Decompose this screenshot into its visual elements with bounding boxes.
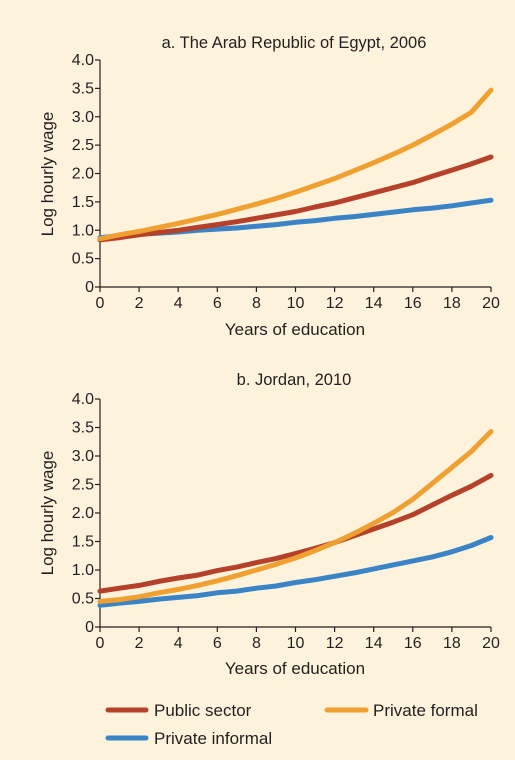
x-tick-label: 18 — [443, 295, 461, 312]
legend-label-private-formal: Private formal — [373, 701, 478, 720]
y-tick-label: 0.5 — [72, 251, 94, 268]
panel-egypt: a. The Arab Republic of Egypt, 2006 Log … — [38, 34, 500, 339]
panel-title: b. Jordan, 2010 — [237, 371, 352, 389]
panel-jordan: b. Jordan, 2010 Log hourly wage Years of… — [38, 371, 500, 678]
x-tick-label: 4 — [174, 295, 183, 312]
panel-title: a. The Arab Republic of Egypt, 2006 — [162, 34, 427, 52]
y-tick-label: 3.0 — [72, 109, 94, 126]
x-tick-label: 6 — [213, 635, 222, 652]
x-axis-title: Years of education — [225, 320, 365, 339]
y-tick-label: 1.5 — [72, 194, 94, 211]
series-line-public-sector — [97, 154, 494, 243]
y-axis-title: Log hourly wage — [38, 112, 57, 237]
x-tick-label: 0 — [96, 295, 105, 312]
x-tick-label: 12 — [326, 635, 344, 652]
x-tick-label: 0 — [96, 635, 105, 652]
y-tick-label: 0 — [85, 279, 94, 296]
x-tick-label: 2 — [135, 295, 144, 312]
y-tick-label: 2.0 — [72, 166, 94, 183]
plot-area: 0 0.5 1.0 1.5 2.0 2.5 3.0 3.5 4.0 0 2 4 6 8 10 12 14 16 18… — [72, 52, 500, 312]
x-tick-label: 20 — [482, 635, 500, 652]
y-tick-label: 0 — [85, 619, 94, 636]
x-tick-label: 14 — [365, 295, 383, 312]
x-tick-label: 10 — [287, 635, 305, 652]
x-tick-label: 18 — [443, 635, 461, 652]
x-tick-label: 4 — [174, 635, 183, 652]
series-line-private-formal — [97, 87, 494, 242]
y-tick-label: 1.0 — [72, 222, 94, 239]
y-tick-label: 3.5 — [72, 80, 94, 97]
x-tick-label: 20 — [482, 295, 500, 312]
x-tick-label: 14 — [365, 635, 383, 652]
x-tick-label: 16 — [404, 295, 422, 312]
x-tick-label: 16 — [404, 635, 422, 652]
x-tick-label: 8 — [252, 295, 261, 312]
y-tick-label: 0.5 — [72, 591, 94, 608]
y-tick-label: 4.0 — [72, 391, 94, 408]
y-tick-label: 3.5 — [72, 420, 94, 437]
x-axis-title: Years of education — [225, 659, 365, 678]
y-tick-label: 1.5 — [72, 534, 94, 551]
legend-label-public-sector: Public sector — [154, 701, 252, 720]
x-tick-label: 10 — [287, 295, 305, 312]
y-tick-label: 1.0 — [72, 562, 94, 579]
y-tick-label: 4.0 — [72, 52, 94, 69]
y-tick-label: 2.5 — [72, 477, 94, 494]
series-line-public-sector — [97, 472, 494, 594]
plot-area: 0 0.5 1.0 1.5 2.0 2.5 3.0 3.5 4.0 0 2 4 6 8 10 12 14 16 18… — [72, 391, 500, 652]
legend: Public sector Private formal Private inf… — [105, 701, 478, 748]
y-tick-label: 3.0 — [72, 448, 94, 465]
series-line-private-formal — [97, 429, 494, 604]
legend-label-private-informal: Private informal — [154, 729, 272, 748]
x-tick-label: 8 — [252, 635, 261, 652]
y-axis-title: Log hourly wage — [38, 451, 57, 576]
y-tick-label: 2.0 — [72, 505, 94, 522]
y-tick-label: 2.5 — [72, 137, 94, 154]
x-tick-label: 2 — [135, 635, 144, 652]
x-tick-label: 6 — [213, 295, 222, 312]
x-tick-label: 12 — [326, 295, 344, 312]
series-line-private-informal — [97, 535, 494, 608]
